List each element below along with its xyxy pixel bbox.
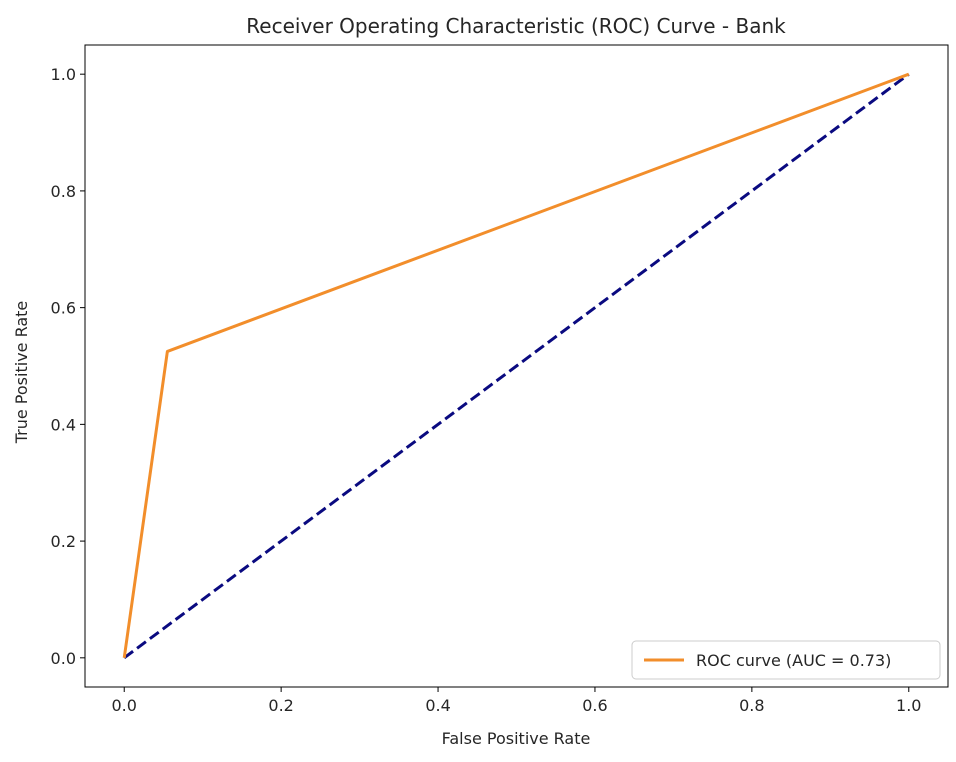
x-axis-ticks: 0.0 0.2 0.4 0.6 0.8 1.0 <box>112 687 921 715</box>
roc-curve-line <box>122 72 910 659</box>
legend-box <box>631 640 941 680</box>
y-tick-label: 0.8 <box>51 182 76 201</box>
y-tick-label: 0.4 <box>51 415 76 434</box>
x-tick-label: 0.4 <box>425 696 450 715</box>
series-layer <box>122 72 910 660</box>
x-tick-label: 0.8 <box>739 696 764 715</box>
x-tick-label: 1.0 <box>896 696 921 715</box>
x-tick-label: 0.0 <box>112 696 137 715</box>
y-axis-label: True Positive Rate <box>12 301 31 445</box>
y-tick-label: 1.0 <box>51 65 76 84</box>
plot-area-border <box>84 44 949 688</box>
legend: ROC curve (AUC = 0.73) <box>631 640 941 680</box>
y-tick-label: 0.6 <box>51 299 76 318</box>
x-tick-label: 0.6 <box>582 696 607 715</box>
axes-frame <box>84 44 949 688</box>
y-tick-label: 0.2 <box>51 532 76 551</box>
x-axis-label: False Positive Rate <box>442 729 591 748</box>
chart-title: Receiver Operating Characteristic (ROC) … <box>246 14 786 38</box>
y-axis-ticks: 0.0 0.2 0.4 0.6 0.8 1.0 <box>51 65 85 668</box>
x-tick-label: 0.2 <box>268 696 293 715</box>
legend-label: ROC curve (AUC = 0.73) <box>696 651 891 670</box>
random-baseline-line <box>123 72 910 660</box>
y-tick-label: 0.0 <box>51 649 76 668</box>
